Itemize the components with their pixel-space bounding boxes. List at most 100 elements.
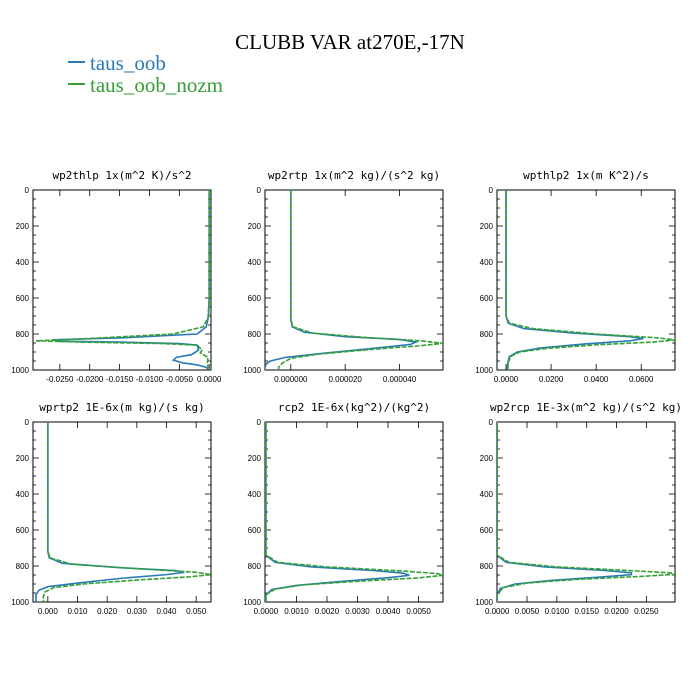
y-tick-label: 1000 xyxy=(11,366,29,375)
y-tick-label: 800 xyxy=(16,562,30,571)
y-tick-label: 0 xyxy=(25,186,30,195)
y-tick-label: 0 xyxy=(25,418,30,427)
panel-title: wprtp2 1E-6x(m kg)/(s kg) xyxy=(39,401,205,414)
y-tick-label: 0 xyxy=(257,418,262,427)
x-tick-label: -0.0250 xyxy=(46,375,74,384)
panel-3: wpthlp2 1x(m K^2)/s 0 200 400 600 800 10000.00… xyxy=(475,169,676,384)
y-tick-label: 1000 xyxy=(243,598,261,607)
plot-frame xyxy=(264,189,444,371)
x-tick-label: 0.0100 xyxy=(545,607,570,616)
series-line-taus-oob-nozm xyxy=(277,190,443,370)
x-tick-label: 0.020 xyxy=(97,607,118,616)
legend-swatch-taus-oob xyxy=(68,61,85,64)
series-line-taus-oob-nozm xyxy=(42,422,211,602)
x-tick-label: 0.0200 xyxy=(604,607,629,616)
x-tick-label: 0.040 xyxy=(156,607,177,616)
series-line-taus-oob-nozm xyxy=(265,422,443,602)
y-tick-label: 0 xyxy=(489,418,494,427)
y-tick-label: 800 xyxy=(248,330,262,339)
y-tick-label: 400 xyxy=(16,258,30,267)
legend-label-taus-oob-nozm: taus_oob_nozm xyxy=(90,73,223,97)
panel-5: rcp2 1E-6x(kg^2)/(kg^2) 0 200 400 600 800 1000… xyxy=(243,401,444,616)
y-tick-label: 400 xyxy=(480,490,494,499)
y-tick-label: 600 xyxy=(480,294,494,303)
x-tick-label: 0.0040 xyxy=(376,607,401,616)
panel-4: wprtp2 1E-6x(m kg)/(s kg) 0 200 400 600 800 10… xyxy=(11,401,212,616)
y-tick-label: 800 xyxy=(248,562,262,571)
panel-title: wp2rcp 1E-3x(m^2 kg)/(s^2 kg) xyxy=(490,401,682,414)
panel-title: rcp2 1E-6x(kg^2)/(kg^2) xyxy=(278,401,430,414)
x-tick-label: 0.0020 xyxy=(315,607,340,616)
legend-entry-taus-oob-nozm: taus_oob_nozm xyxy=(68,73,223,98)
panel-title: wp2rtp 1x(m^2 kg)/(s^2 kg) xyxy=(268,169,440,182)
y-tick-label: 600 xyxy=(248,526,262,535)
x-tick-label: -0.0150 xyxy=(106,375,134,384)
y-tick-label: 1000 xyxy=(11,598,29,607)
y-tick-label: 600 xyxy=(480,526,494,535)
x-tick-label: 0.0050 xyxy=(515,607,540,616)
series-line-taus-oob-nozm xyxy=(505,190,675,370)
y-tick-label: 200 xyxy=(248,222,262,231)
y-tick-label: 600 xyxy=(248,294,262,303)
x-tick-label: 0.0000 xyxy=(254,607,279,616)
y-tick-label: 600 xyxy=(16,526,30,535)
x-tick-label: 0.0200 xyxy=(539,375,564,384)
x-tick-label: 0.0250 xyxy=(634,607,659,616)
y-tick-label: 400 xyxy=(248,490,262,499)
x-tick-label: 0.000020 xyxy=(328,375,362,384)
y-tick-label: 800 xyxy=(480,562,494,571)
legend-entry-taus-oob: taus_oob xyxy=(68,51,166,76)
series-line-taus-oob xyxy=(497,422,633,602)
x-tick-label: 0.0000 xyxy=(197,375,222,384)
x-tick-label: 0.0050 xyxy=(406,607,431,616)
panel-6: wp2rcp 1E-3x(m^2 kg)/(s^2 kg) 0 200 400 600 8… xyxy=(475,401,682,616)
x-tick-label: 0.0030 xyxy=(345,607,370,616)
x-tick-label: 0.030 xyxy=(127,607,148,616)
plot-frame xyxy=(496,421,676,603)
x-tick-label: 0.0010 xyxy=(284,607,309,616)
x-tick-label: 0.000040 xyxy=(383,375,417,384)
y-tick-label: 400 xyxy=(480,258,494,267)
x-tick-label: 0.000 xyxy=(38,607,59,616)
y-tick-label: 200 xyxy=(480,222,494,231)
panel-title: wpthlp2 1x(m K^2)/s xyxy=(523,169,649,182)
y-tick-label: 800 xyxy=(480,330,494,339)
x-tick-label: -0.0200 xyxy=(76,375,104,384)
plot-frame xyxy=(264,421,444,603)
y-tick-label: 200 xyxy=(248,454,262,463)
y-tick-label: 1000 xyxy=(475,366,493,375)
y-tick-label: 0 xyxy=(257,186,262,195)
y-tick-label: 200 xyxy=(16,454,30,463)
series-line-taus-oob xyxy=(52,190,211,370)
y-tick-label: 400 xyxy=(16,490,30,499)
y-tick-label: 1000 xyxy=(243,366,261,375)
panel-2: wp2rtp 1x(m^2 kg)/(s^2 kg) 0 200 400 600 800 1… xyxy=(243,169,444,384)
y-tick-label: 1000 xyxy=(475,598,493,607)
y-tick-label: 400 xyxy=(248,258,262,267)
y-tick-label: 0 xyxy=(489,186,494,195)
y-tick-label: 200 xyxy=(480,454,494,463)
series-line-taus-oob xyxy=(265,422,410,602)
y-tick-label: 200 xyxy=(16,222,30,231)
x-tick-label: 0.0600 xyxy=(629,375,654,384)
x-tick-label: 0.010 xyxy=(67,607,88,616)
x-tick-label: 0.050 xyxy=(186,607,207,616)
panel-title: wp2thlp 1x(m^2 K)/s^2 xyxy=(52,169,191,182)
x-tick-label: 0.0000 xyxy=(485,607,510,616)
x-tick-label: 0.0400 xyxy=(584,375,609,384)
y-tick-label: 800 xyxy=(16,330,30,339)
legend-label-taus-oob: taus_oob xyxy=(90,51,166,75)
legend-swatch-taus-oob-nozm xyxy=(68,83,85,86)
series-line-taus-oob xyxy=(265,190,419,370)
x-tick-label: 0.0000 xyxy=(494,375,519,384)
series-line-taus-oob xyxy=(35,422,185,602)
x-tick-label: -0.0100 xyxy=(136,375,164,384)
panel-1: wp2thlp 1x(m^2 K)/s^2 0 200 400 600 800 1000 -0… xyxy=(11,169,222,384)
y-tick-label: 600 xyxy=(16,294,30,303)
x-tick-label: 0.0150 xyxy=(574,607,599,616)
series-line-taus-oob-nozm xyxy=(35,190,211,370)
plot-frame xyxy=(32,421,212,603)
page-title: CLUBB VAR at270E,-17N xyxy=(235,30,465,54)
x-tick-label: -0.0050 xyxy=(166,375,194,384)
